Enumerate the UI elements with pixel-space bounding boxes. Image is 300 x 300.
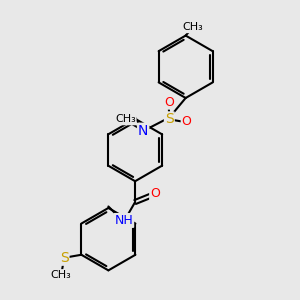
- Text: N: N: [138, 124, 148, 138]
- Text: S: S: [60, 251, 68, 265]
- Text: NH: NH: [115, 214, 133, 227]
- Text: O: O: [182, 115, 191, 128]
- Text: S: S: [165, 112, 174, 126]
- Text: CH₃: CH₃: [51, 270, 71, 280]
- Text: CH₃: CH₃: [183, 22, 203, 32]
- Text: O: O: [164, 96, 174, 109]
- Text: O: O: [150, 188, 160, 200]
- Text: CH₃: CH₃: [115, 114, 136, 124]
